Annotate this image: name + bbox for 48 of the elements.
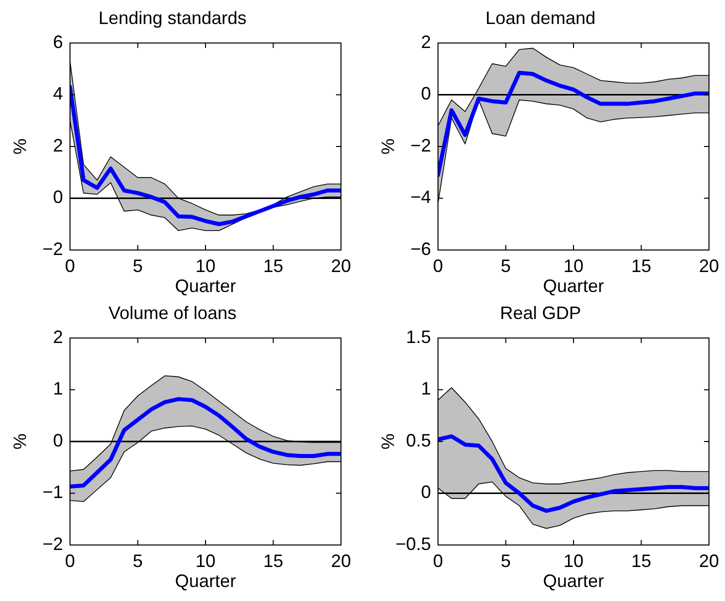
y-tick-label: 2 <box>52 135 63 156</box>
y-tick-label: 6 <box>52 32 63 52</box>
x-tick-label: 20 <box>330 550 352 571</box>
x-tick-label: 10 <box>195 256 216 276</box>
y-tick-label: 0 <box>420 84 431 104</box>
x-tick-label: 10 <box>195 550 216 571</box>
x-tick-label: 5 <box>132 256 143 276</box>
y-tick-label: 0.5 <box>406 430 431 450</box>
y-tick-label: 1 <box>420 378 431 399</box>
x-tick-label: 15 <box>631 550 652 571</box>
y-tick-label: 2 <box>52 326 63 347</box>
y-tick-label: −1 <box>42 482 63 502</box>
y-axis-title: % <box>378 433 398 450</box>
y-tick-label: −6 <box>410 238 431 259</box>
y-axis-title: % <box>378 138 398 155</box>
y-axis-title: % <box>10 138 30 155</box>
x-tick-label: 20 <box>330 256 352 276</box>
y-tick-label: 1.5 <box>406 326 431 347</box>
x-tick-label: 15 <box>631 256 652 276</box>
x-tick-label: 5 <box>500 256 511 276</box>
y-tick-label: 1 <box>52 378 63 399</box>
x-tick-label: 15 <box>263 550 284 571</box>
y-tick-label: 0 <box>52 187 63 208</box>
x-tick-label: 20 <box>698 256 720 276</box>
y-tick-label: 4 <box>52 84 63 104</box>
x-tick-label: 5 <box>500 550 511 571</box>
x-tick-label: 10 <box>563 550 584 571</box>
chart-title: Volume of loans <box>108 302 237 323</box>
x-tick-label: 10 <box>563 256 584 276</box>
y-tick-label: −2 <box>410 135 431 156</box>
chart-title: Real GDP <box>500 302 582 323</box>
y-tick-label: −4 <box>410 187 431 208</box>
y-tick-label: 0 <box>52 430 63 450</box>
y-tick-label: −2 <box>42 534 63 554</box>
chart-title: Lending standards <box>98 8 247 28</box>
x-axis-title: Quarter <box>174 571 236 592</box>
chart-title: Loan demand <box>485 8 596 28</box>
y-tick-label: −0.5 <box>395 534 431 554</box>
x-axis-title: Quarter <box>542 276 604 296</box>
y-tick-label: 2 <box>420 32 431 52</box>
x-tick-label: 5 <box>132 550 143 571</box>
x-tick-label: 15 <box>263 256 284 276</box>
x-tick-label: 20 <box>698 550 720 571</box>
y-axis-title: % <box>10 433 30 450</box>
x-axis-title: Quarter <box>542 571 604 592</box>
y-tick-label: 0 <box>420 482 431 502</box>
y-tick-label: −2 <box>42 238 63 259</box>
x-axis-title: Quarter <box>174 276 236 296</box>
